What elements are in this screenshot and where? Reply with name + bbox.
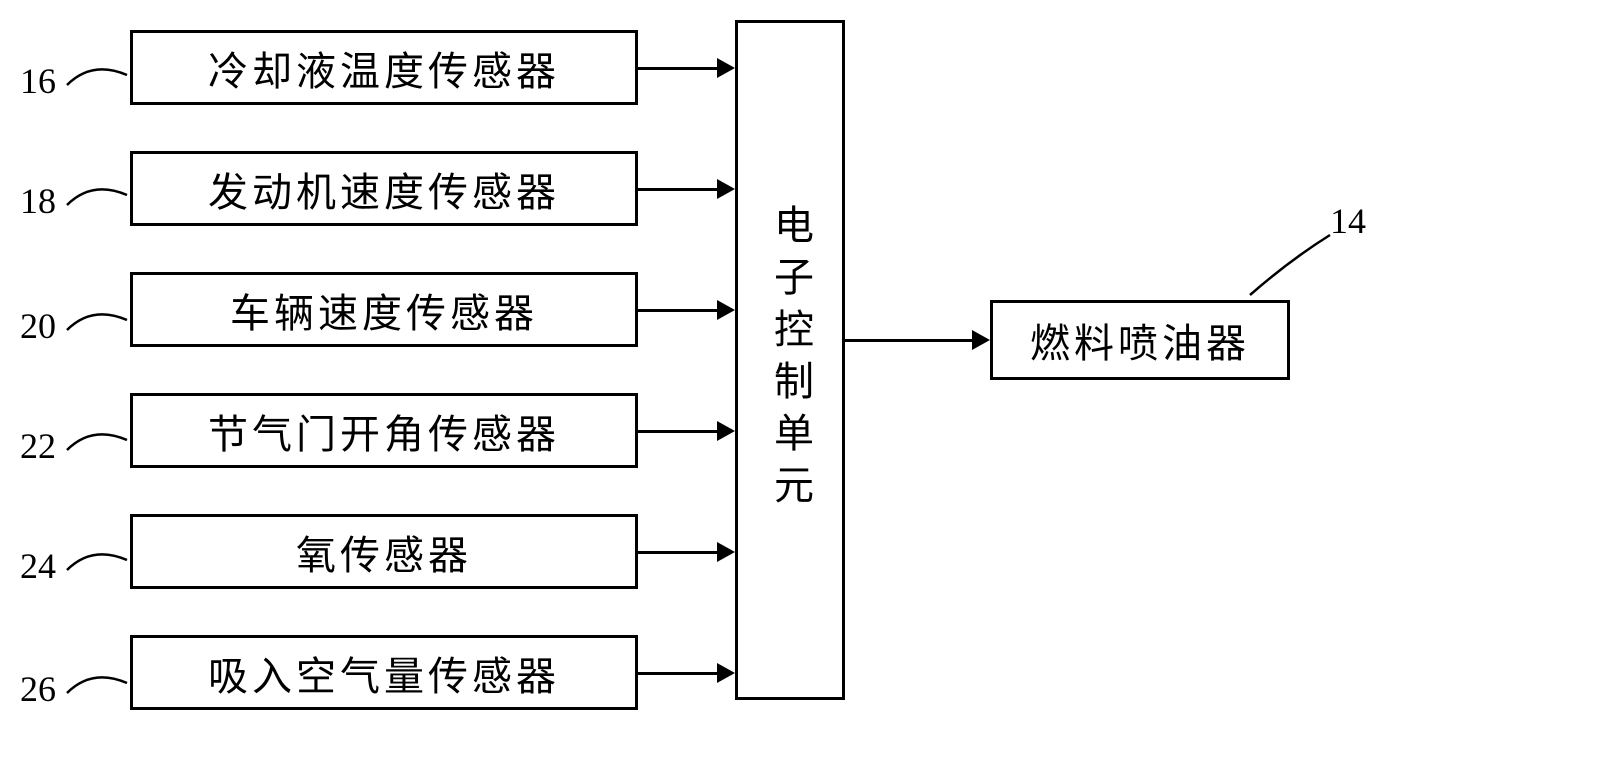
arrow-head-output [972,330,990,350]
sensor-box-4: 氧传感器 [130,514,638,589]
arrow-head-sensor-4 [717,542,735,562]
arrow-line-sensor-3 [638,430,717,433]
sensor-box-5: 吸入空气量传感器 [130,635,638,710]
output-leader [1230,230,1350,310]
sensor-ref-1: 18 [20,180,56,222]
sensor-label-2: 车辆速度传感器 [230,281,538,339]
ecu-box: 电子控制单元 [735,20,845,700]
sensor-box-1: 发动机速度传感器 [130,151,638,226]
sensor-box-0: 冷却液温度传感器 [130,30,638,105]
sensor-ref-2: 20 [20,305,56,347]
output-box: 燃料喷油器 [990,300,1290,380]
arrow-head-sensor-3 [717,421,735,441]
leader-curve-1 [62,175,142,235]
sensor-label-5: 吸入空气量传感器 [208,644,560,702]
sensor-label-3: 节气门开角传感器 [208,402,560,460]
arrow-line-sensor-0 [638,67,717,70]
leader-curve-0 [62,55,142,115]
sensor-label-0: 冷却液温度传感器 [208,39,560,97]
arrow-head-sensor-5 [717,663,735,683]
sensor-label-4: 氧传感器 [296,523,472,581]
sensor-ref-3: 22 [20,425,56,467]
sensor-ref-0: 16 [20,60,56,102]
arrow-line-sensor-1 [638,188,717,191]
arrow-line-output [845,339,972,342]
arrow-head-sensor-1 [717,179,735,199]
arrow-head-sensor-0 [717,58,735,78]
sensor-ref-4: 24 [20,545,56,587]
sensor-box-3: 节气门开角传感器 [130,393,638,468]
sensor-label-1: 发动机速度传感器 [208,160,560,218]
arrow-head-sensor-2 [717,300,735,320]
leader-curve-3 [62,420,142,480]
sensor-box-2: 车辆速度传感器 [130,272,638,347]
arrow-line-sensor-4 [638,551,717,554]
leader-curve-2 [62,300,142,360]
arrow-line-sensor-2 [638,309,717,312]
leader-curve-4 [62,540,142,600]
sensor-ref-5: 26 [20,668,56,710]
output-label: 燃料喷油器 [1030,311,1250,369]
ecu-label: 电子控制单元 [761,204,819,516]
leader-curve-5 [62,663,142,723]
arrow-line-sensor-5 [638,672,717,675]
